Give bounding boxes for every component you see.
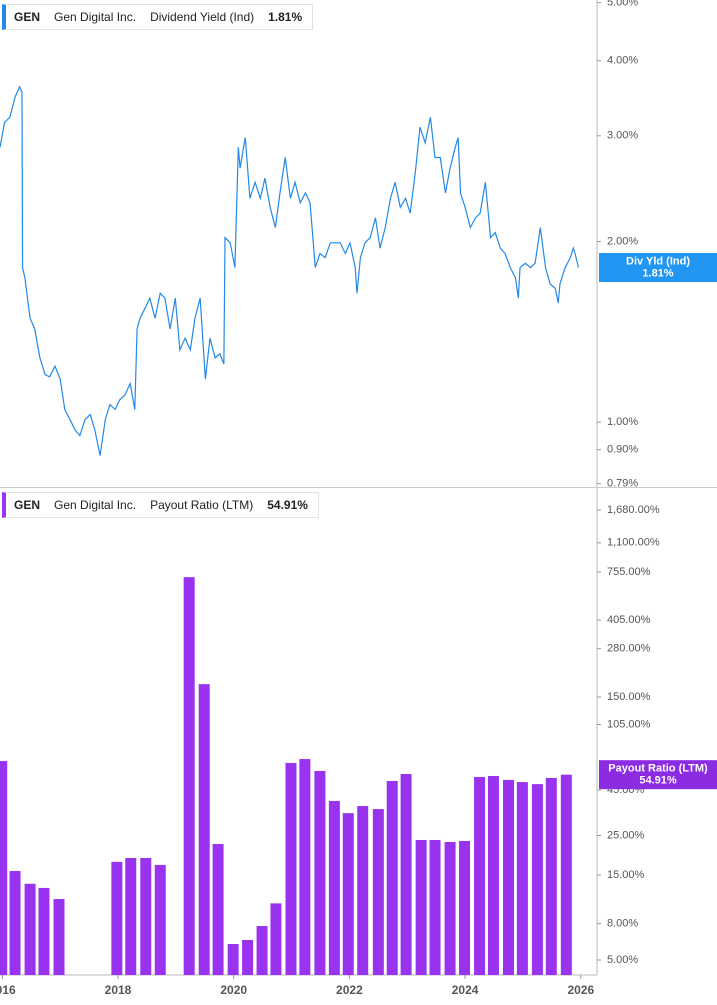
y-tick-label: 105.00%: [607, 718, 651, 730]
bar: [429, 839, 441, 975]
y-tick-label: 280.00%: [607, 643, 651, 655]
ticker: GEN: [14, 10, 41, 24]
bar: [342, 813, 354, 975]
line: [0, 85, 580, 456]
metric: Dividend Yield (Ind): [150, 10, 255, 24]
x-tick-label: 2018: [105, 983, 132, 997]
ticker: GEN: [14, 498, 41, 512]
bar: [53, 899, 65, 975]
y-tick-label: 755.00%: [607, 566, 651, 578]
plot-area: [0, 577, 572, 975]
x-tick-label: 2026: [567, 983, 594, 997]
bar: [372, 809, 384, 975]
value-tag-value: 1.81%: [642, 267, 673, 279]
bar: [154, 864, 166, 975]
x-tick-label: 2016: [0, 983, 16, 997]
bar: [531, 784, 543, 975]
y-tick-label: 0.79%: [607, 478, 638, 490]
bar: [502, 779, 514, 975]
x-tick-label: 2024: [452, 983, 479, 997]
value-tag-label: Div Yld (Ind): [626, 255, 690, 267]
y-tick-label: 4.00%: [607, 55, 638, 67]
bar: [459, 840, 471, 975]
bar: [24, 883, 36, 975]
bar: [415, 839, 427, 975]
bar: [212, 844, 224, 975]
bar: [285, 762, 297, 975]
bar: [545, 778, 557, 975]
y-tick-label: 15.00%: [607, 869, 645, 881]
bar: [227, 944, 239, 975]
y-tick-label: 5.00%: [607, 0, 638, 9]
y-tick-label: 3.00%: [607, 130, 638, 142]
bar: [9, 871, 21, 975]
bar: [242, 939, 254, 975]
bar: [299, 759, 311, 975]
metric: Payout Ratio (LTM): [150, 498, 254, 512]
y-tick-label: 2.00%: [607, 235, 638, 247]
bar: [357, 806, 369, 975]
bar: [111, 861, 123, 975]
y-tick-label: 405.00%: [607, 614, 651, 626]
bar: [487, 775, 499, 975]
bar: [183, 577, 195, 975]
legend: GEN Gen Digital Inc. Dividend Yield (Ind…: [2, 4, 314, 30]
y-tick-label: 0.90%: [607, 444, 638, 456]
y-tick-label: 1,100.00%: [607, 537, 660, 549]
bar: [560, 774, 572, 975]
bar: [256, 926, 268, 975]
bar: [314, 770, 326, 975]
bar: [0, 761, 8, 975]
y-tick-label: 1.00%: [607, 416, 638, 428]
bar: [516, 782, 528, 975]
legend: GEN Gen Digital Inc. Payout Ratio (LTM) …: [2, 492, 319, 518]
plot-area: [0, 85, 580, 456]
bar: [198, 684, 210, 975]
bar: [125, 857, 137, 975]
y-tick-label: 1,680.00%: [607, 504, 660, 516]
bar: [38, 887, 50, 975]
y-tick-label: 8.00%: [607, 918, 638, 930]
value-tag-label: Payout Ratio (LTM): [608, 763, 708, 775]
value-tag: [599, 760, 717, 790]
bar: [328, 800, 340, 975]
bar: [474, 776, 486, 975]
y-tick-label: 25.00%: [607, 829, 645, 841]
bar: [444, 841, 456, 975]
last-value: 1.81%: [268, 10, 303, 24]
bar: [270, 903, 282, 975]
company: Gen Digital Inc.: [54, 10, 137, 24]
x-tick-label: 2022: [336, 983, 363, 997]
y-tick-label: 5.00%: [607, 954, 638, 966]
company: Gen Digital Inc.: [54, 498, 137, 512]
last-value: 54.91%: [267, 498, 308, 512]
value-tag-value: 54.91%: [639, 775, 677, 787]
bar: [140, 857, 152, 975]
x-tick-label: 2020: [220, 983, 247, 997]
value-tag: [599, 253, 717, 283]
bar: [400, 773, 412, 975]
y-tick-label: 150.00%: [607, 691, 651, 703]
bar: [386, 781, 398, 975]
